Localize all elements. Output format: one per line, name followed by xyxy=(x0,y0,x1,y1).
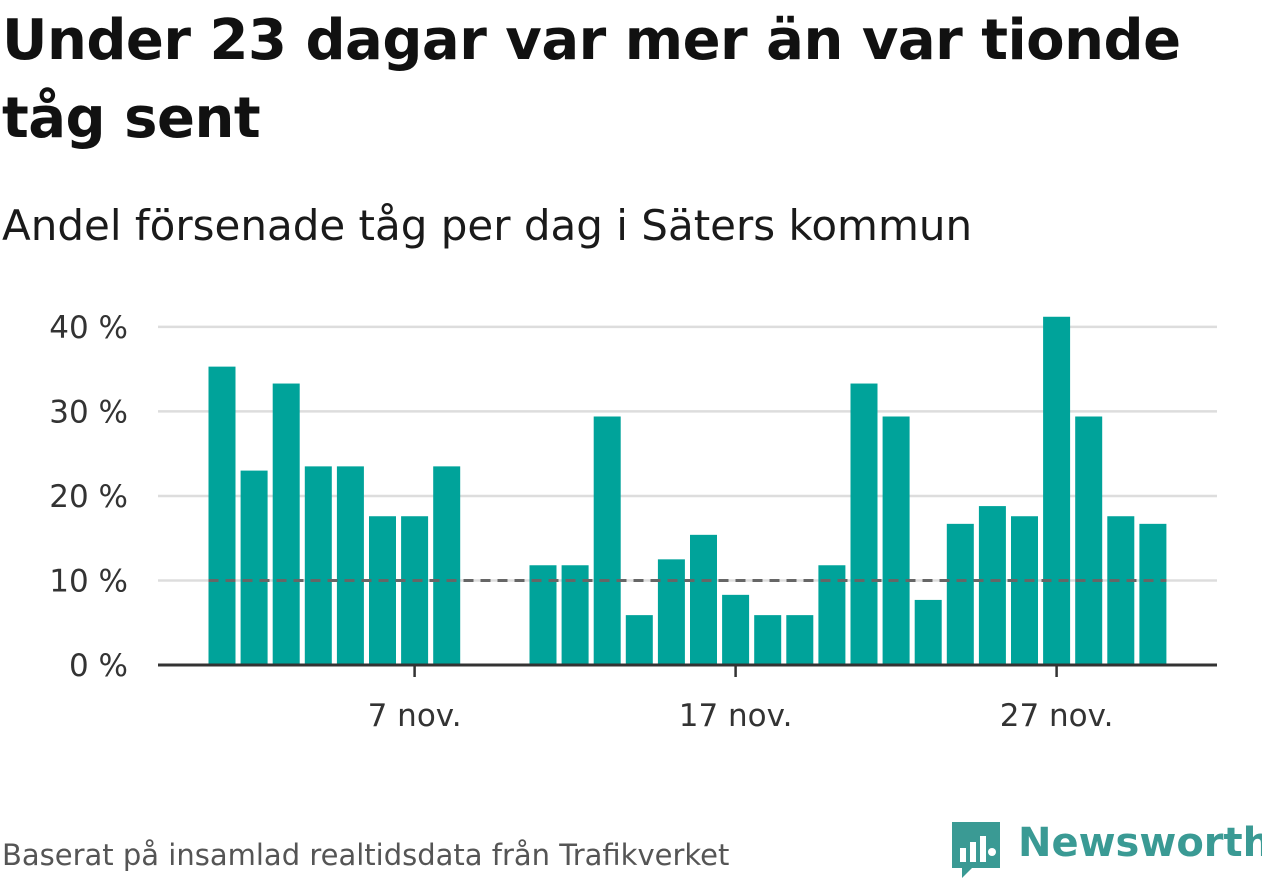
source-note: Baserat på insamlad realtidsdata från Tr… xyxy=(2,838,730,872)
bar xyxy=(208,366,236,665)
bar xyxy=(593,416,621,665)
x-tick-label: 17 nov. xyxy=(679,698,793,734)
bar xyxy=(850,383,878,665)
bar xyxy=(369,516,396,665)
y-tick-label: 10 % xyxy=(49,563,128,599)
bar xyxy=(882,416,910,665)
chart-subtitle: Andel försenade tåg per dag i Säters kom… xyxy=(2,201,973,250)
bar xyxy=(336,466,364,665)
x-tick-label: 7 nov. xyxy=(368,698,462,734)
bar xyxy=(304,466,332,665)
bar xyxy=(433,466,461,665)
newsworthy-logo: Newsworthy xyxy=(950,818,1262,878)
chart-title: Under 23 dagar var mer än var tionde tåg… xyxy=(2,8,1181,151)
bar xyxy=(1139,523,1167,665)
bar xyxy=(1075,416,1103,665)
newsworthy-logo-text: Newsworthy xyxy=(1018,820,1262,866)
bar xyxy=(625,615,653,665)
bar-chart: 0 % 10 % 20 % 30 % 40 % 7 nov. 17 nov. 27 nov. xyxy=(49,310,1217,734)
y-tick-label: 40 % xyxy=(49,310,128,346)
bar xyxy=(978,506,1006,665)
bar xyxy=(1107,516,1135,665)
bar xyxy=(401,516,429,665)
newsworthy-logo-icon xyxy=(952,822,1000,878)
y-tick-label: 30 % xyxy=(49,394,128,430)
bar xyxy=(690,534,717,665)
bar xyxy=(722,594,750,665)
bar xyxy=(1043,316,1071,665)
bar xyxy=(1011,516,1038,665)
bar xyxy=(657,559,685,665)
bar xyxy=(240,470,268,665)
y-tick-label: 0 % xyxy=(69,648,128,684)
bar xyxy=(786,615,814,665)
bar xyxy=(754,615,782,665)
y-tick-label: 20 % xyxy=(49,479,128,515)
x-tick-label: 27 nov. xyxy=(1000,698,1114,734)
bar xyxy=(946,523,974,665)
bar xyxy=(272,383,300,665)
bar xyxy=(914,599,942,665)
